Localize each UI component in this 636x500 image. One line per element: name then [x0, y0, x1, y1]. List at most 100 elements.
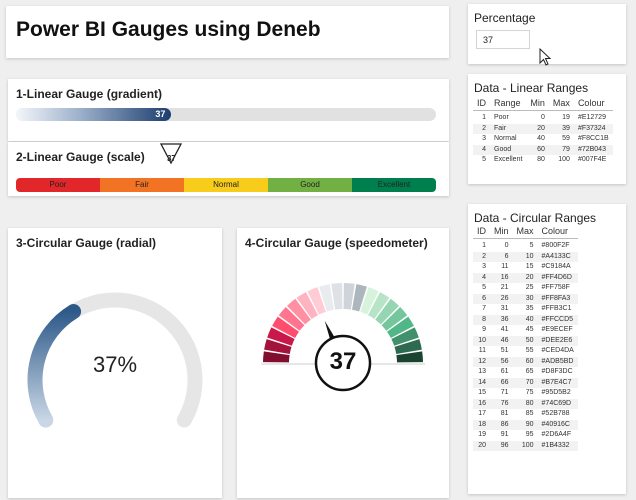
column-header[interactable]: Max [516, 226, 534, 236]
column-header[interactable]: Min [530, 98, 545, 108]
speedometer-value: 37 [329, 348, 357, 375]
table-row: 19 91 95 #2D6A4F [473, 430, 578, 441]
table-cell: #72B043 [573, 144, 613, 155]
percentage-input[interactable]: 37 [476, 30, 530, 49]
table-cell: 2 [473, 251, 490, 262]
speedometer-segment [381, 307, 408, 331]
table-row: 17 81 85 #52B788 [473, 409, 578, 420]
table-cell: 86 [490, 419, 513, 430]
scale-segment: Poor [16, 178, 100, 192]
column-header[interactable]: ID [477, 98, 486, 108]
column-header[interactable]: Min [494, 226, 509, 236]
table-cell: #FFB3C1 [541, 305, 572, 312]
table-row: 5 Excellent 80 100 #007F4E [473, 155, 613, 166]
table-cell: #A4133C [537, 251, 578, 262]
table-cell: 51 [500, 347, 509, 354]
speedometer-segment [360, 287, 379, 315]
table-cell: 80 [512, 398, 538, 409]
table-cell: 5 [482, 284, 486, 291]
column-header[interactable]: ID [477, 226, 486, 236]
gauge3-title: 3-Circular Gauge (radial) [16, 236, 157, 250]
scale-bar: Poor Fair Normal Good Excellent [16, 178, 436, 192]
column-header[interactable]: Range [494, 98, 521, 108]
table-cell: #F8CC1B [577, 135, 609, 142]
table-cell: 19 [562, 114, 570, 121]
scale-segment: Normal [184, 178, 268, 192]
table-row: 1 Poor 0 19 #E12729 [473, 113, 613, 124]
table-cell: 8 [473, 314, 490, 325]
radial-gauge-fill [27, 304, 82, 428]
circular-ranges-card: Data - Circular Ranges ID Min Max Colour 1 0 5… [468, 204, 626, 494]
radial-gauge-card: 3-Circular Gauge (radial) 37% [8, 228, 222, 498]
table-cell: 46 [490, 335, 513, 346]
table-cell: 75 [525, 389, 534, 396]
table-cell: Good [490, 144, 527, 155]
table-row: 16 76 80 #74C69D [473, 398, 578, 409]
speedometer-segment [368, 292, 390, 319]
table-cell: #74C69D [537, 398, 578, 409]
table-cell: 0 [541, 114, 545, 121]
table-cell: 31 [500, 305, 509, 312]
table-row: 9 41 45 #E9ECEF [473, 325, 578, 336]
scale-segment: Excellent [352, 178, 436, 192]
column-header[interactable]: Colour [577, 98, 605, 108]
table-cell: 15 [478, 389, 486, 396]
table-row: 20 96 100 #1B4332 [473, 440, 578, 451]
table-cell: 76 [490, 398, 513, 409]
scale-marker-value: 37 [166, 154, 176, 163]
linear-ranges-card: Data - Linear Ranges ID Range Min Max Colour… [468, 74, 626, 184]
table-row: 2 Fair 20 39 #F37324 [473, 123, 613, 134]
table-row: 13 61 65 #D8F3DC [473, 367, 578, 378]
table-cell: 56 [490, 356, 513, 367]
title-card: Power BI Gauges using Deneb [6, 6, 449, 58]
table-row: 11 51 55 #CED4DA [473, 346, 578, 357]
table-cell: 1 [482, 114, 486, 121]
table-cell: #52B788 [541, 410, 570, 417]
table-cell: #2D6A4F [541, 431, 572, 438]
percentage-title: Percentage [474, 11, 536, 25]
table-row: 8 36 40 #FFCCD5 [473, 314, 578, 325]
speedometer-segment [263, 351, 290, 363]
table-cell: 15 [525, 263, 534, 270]
speedometer-segment [375, 298, 399, 325]
radial-gauge-label: 37% [92, 352, 138, 377]
radial-gauge-chart [27, 292, 203, 428]
gauge4-title: 4-Circular Gauge (speedometer) [245, 236, 428, 250]
table-cell: 30 [512, 293, 538, 304]
table-cell: 20 [473, 440, 490, 451]
table-cell: 11 [501, 263, 509, 270]
speedometer-segment [319, 284, 334, 312]
table-cell: 90 [512, 419, 538, 430]
linear-scale-gauge-card: 2-Linear Gauge (scale) Poor Fair Normal Goo… [8, 142, 449, 196]
column-header[interactable]: Colour [541, 226, 569, 236]
table-cell: #CED4DA [541, 347, 574, 354]
table-cell: 16 [490, 272, 513, 283]
column-header[interactable]: Max [552, 98, 570, 108]
table-cell: 9 [482, 326, 486, 333]
table-cell: 95 [525, 431, 534, 438]
table-cell: 61 [500, 368, 509, 375]
table-cell: 7 [482, 305, 486, 312]
table-cell: 85 [525, 410, 534, 417]
table-cell: 1 [482, 242, 486, 249]
table-cell: 18 [473, 419, 490, 430]
table-row: 14 66 70 #B7E4C7 [473, 377, 578, 388]
table-cell: 16 [473, 398, 490, 409]
table-cell: 26 [490, 293, 513, 304]
speedometer-chart [261, 283, 425, 392]
table-row: 12 56 60 #ADB5BD [473, 356, 578, 367]
table-cell: #E12729 [577, 114, 606, 121]
table-cell: #40916C [537, 419, 578, 430]
table-row: 10 46 50 #DEE2E6 [473, 335, 578, 346]
table-cell: 40 [537, 135, 545, 142]
table-cell: #DEE2E6 [537, 335, 578, 346]
table-cell: 14 [473, 377, 490, 388]
gauge1-title: 1-Linear Gauge (gradient) [16, 87, 163, 101]
table-cell: #800F2F [541, 242, 570, 249]
gradient-gauge-track: 37 [16, 108, 436, 121]
table-row: 1 0 5 #800F2F [473, 241, 578, 252]
table-cell: 3 [482, 263, 486, 270]
table-cell: 25 [525, 284, 534, 291]
table-cell: 20 [512, 272, 538, 283]
table-cell: 65 [525, 368, 534, 375]
